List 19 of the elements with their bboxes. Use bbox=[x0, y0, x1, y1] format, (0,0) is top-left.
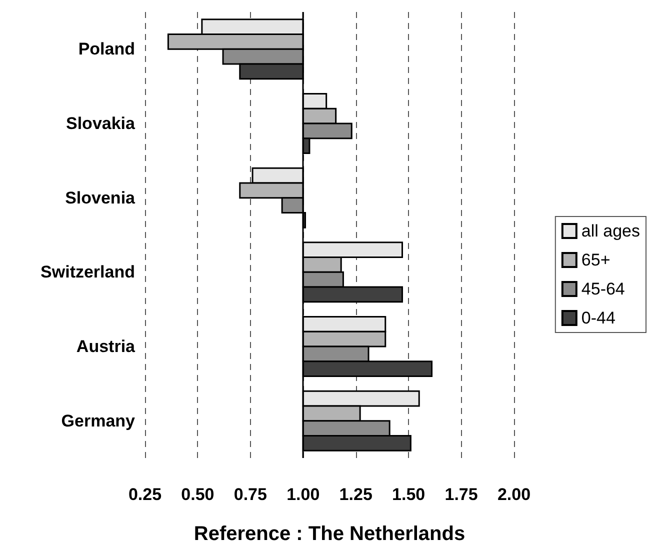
x-tick-label: 0.50 bbox=[181, 485, 214, 504]
x-tick-label: 0.75 bbox=[234, 485, 267, 504]
y-tick-label: Slovenia bbox=[65, 188, 136, 208]
y-tick-label: Austria bbox=[76, 337, 136, 356]
x-tick-label: 2.00 bbox=[497, 485, 531, 504]
x-tick-label: 1.50 bbox=[392, 485, 426, 504]
y-tick-label: Slovakia bbox=[66, 114, 136, 133]
legend-label: 0-44 bbox=[581, 308, 616, 328]
legend-label: 45-64 bbox=[581, 280, 625, 298]
y-tick-label: Poland bbox=[78, 40, 135, 59]
x-tick-label: 1.75 bbox=[444, 485, 478, 504]
legend-label: all ages bbox=[581, 222, 640, 240]
y-tick-label: Switzerland bbox=[40, 262, 135, 282]
legend-label: 65+ bbox=[581, 250, 610, 270]
x-tick-label: 0.25 bbox=[128, 485, 162, 504]
x-tick-label: 1.25 bbox=[339, 485, 372, 504]
y-tick-label: Germany bbox=[61, 411, 136, 430]
x-axis-title: Reference : The Netherlands bbox=[194, 523, 466, 545]
x-tick-label: 1.00 bbox=[286, 485, 320, 504]
